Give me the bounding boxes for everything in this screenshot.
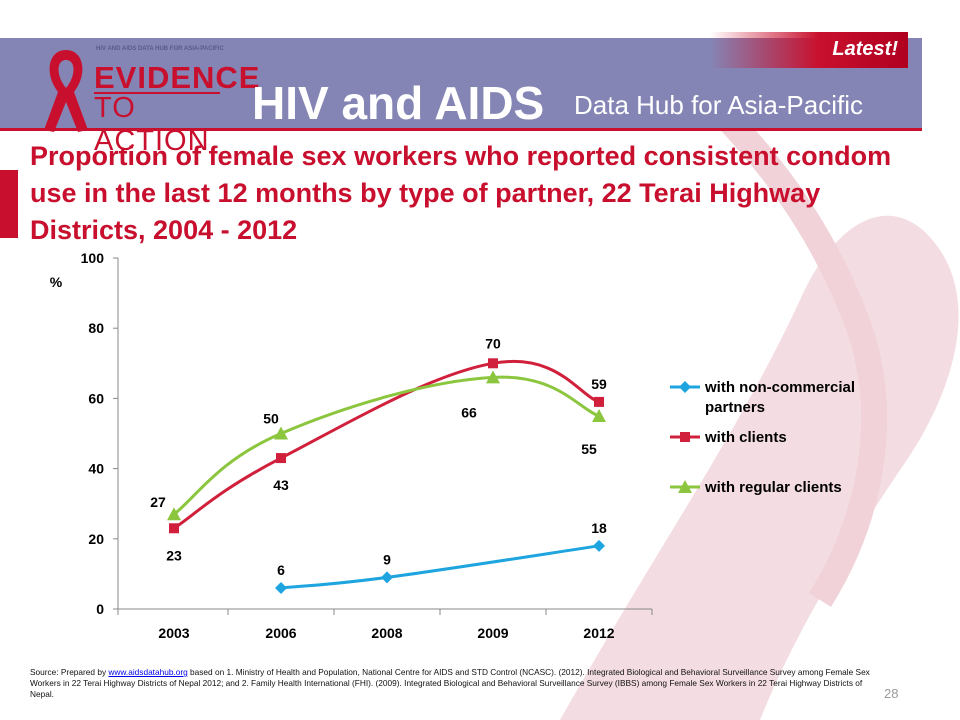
data-label: 55 xyxy=(581,441,597,457)
x-tick-label: 2003 xyxy=(158,625,189,641)
logo-tagline: HIV AND AIDS DATA HUB FOR ASIA-PACIFIC xyxy=(96,46,224,52)
chart-data-labels: 6 9 18 23 43 70 59 27 50 66 55 xyxy=(150,335,607,578)
hub-subtitle: Data Hub for Asia-Pacific xyxy=(574,90,864,120)
data-point-s3 xyxy=(592,408,606,422)
data-label: 27 xyxy=(150,494,166,510)
data-label: 70 xyxy=(485,335,501,351)
series-line-2 xyxy=(173,360,600,530)
hub-title: HIV and AIDS xyxy=(252,77,545,129)
legend-label: with regular clients xyxy=(704,479,842,496)
data-label: 43 xyxy=(273,477,289,493)
data-point-s1 xyxy=(381,571,393,584)
y-tick-label: 40 xyxy=(88,461,104,477)
data-point-s1 xyxy=(275,581,287,594)
data-label: 9 xyxy=(383,551,391,567)
data-label: 59 xyxy=(591,376,607,392)
data-point-s2 xyxy=(276,453,286,464)
data-label: 66 xyxy=(461,404,477,420)
y-tick-label: 80 xyxy=(88,320,104,336)
legend-label: partners xyxy=(705,399,765,416)
header-divider xyxy=(0,128,922,131)
legend-marker xyxy=(679,381,691,393)
source-prefix: Source: Prepared by xyxy=(30,667,109,677)
title-accent-bar xyxy=(0,170,18,238)
y-tick-label: 20 xyxy=(88,531,104,547)
latest-badge-label: Latest! xyxy=(832,38,898,60)
source-note: Source: Prepared by www.aidsdatahub.org … xyxy=(30,667,880,700)
data-point-s3 xyxy=(167,507,181,521)
y-axis-label: % xyxy=(50,274,63,290)
slide-title: Proportion of female sex workers who rep… xyxy=(30,141,892,245)
series-line-1 xyxy=(280,544,600,590)
data-point-s2 xyxy=(594,396,604,407)
x-tick-label: 2009 xyxy=(477,625,508,641)
y-tick-label: 100 xyxy=(81,250,105,266)
data-point-s3 xyxy=(274,426,288,440)
source-link[interactable]: www.aidsdatahub.org xyxy=(108,667,188,677)
data-label: 6 xyxy=(277,562,285,578)
chart-markers xyxy=(167,358,606,594)
legend-marker xyxy=(680,432,690,442)
source-text: based on 1. Ministry of Health and Popul… xyxy=(30,667,870,699)
red-ribbon-icon xyxy=(44,50,88,132)
x-tick-label: 2012 xyxy=(583,625,614,641)
evidence-to-action-logo: HIV AND AIDS DATA HUB FOR ASIA-PACIFIC E… xyxy=(36,44,259,157)
chart-lines xyxy=(173,360,600,590)
logo-to-action: TO ACTION xyxy=(94,92,210,157)
legend-marker xyxy=(678,480,692,493)
data-point-s3 xyxy=(486,370,500,384)
data-label: 18 xyxy=(591,520,607,536)
page-number: 28 xyxy=(884,686,899,701)
y-tick-label: 0 xyxy=(96,601,104,617)
logo-rule xyxy=(94,92,220,94)
data-point-s2 xyxy=(488,358,498,369)
x-tick-label: 2008 xyxy=(371,625,402,641)
latest-badge[interactable]: Latest! xyxy=(710,32,908,68)
data-label: 50 xyxy=(263,411,279,427)
y-tick-label: 60 xyxy=(88,390,104,406)
x-tick-label: 2006 xyxy=(265,625,296,641)
chart-axes: 0 20 40 60 80 100% 2003 2006 2008 2009 2012 xyxy=(50,250,653,641)
data-point-s1 xyxy=(593,539,605,552)
legend-label: with non-commercial xyxy=(704,379,855,396)
chart-legend: with non-commercial partners with clients w… xyxy=(670,379,855,496)
data-label: 23 xyxy=(166,547,182,563)
logo-evidence: EVIDENCE xyxy=(94,60,261,95)
data-point-s2 xyxy=(169,523,179,534)
series-line-3 xyxy=(173,375,600,516)
legend-label: with clients xyxy=(704,429,787,446)
